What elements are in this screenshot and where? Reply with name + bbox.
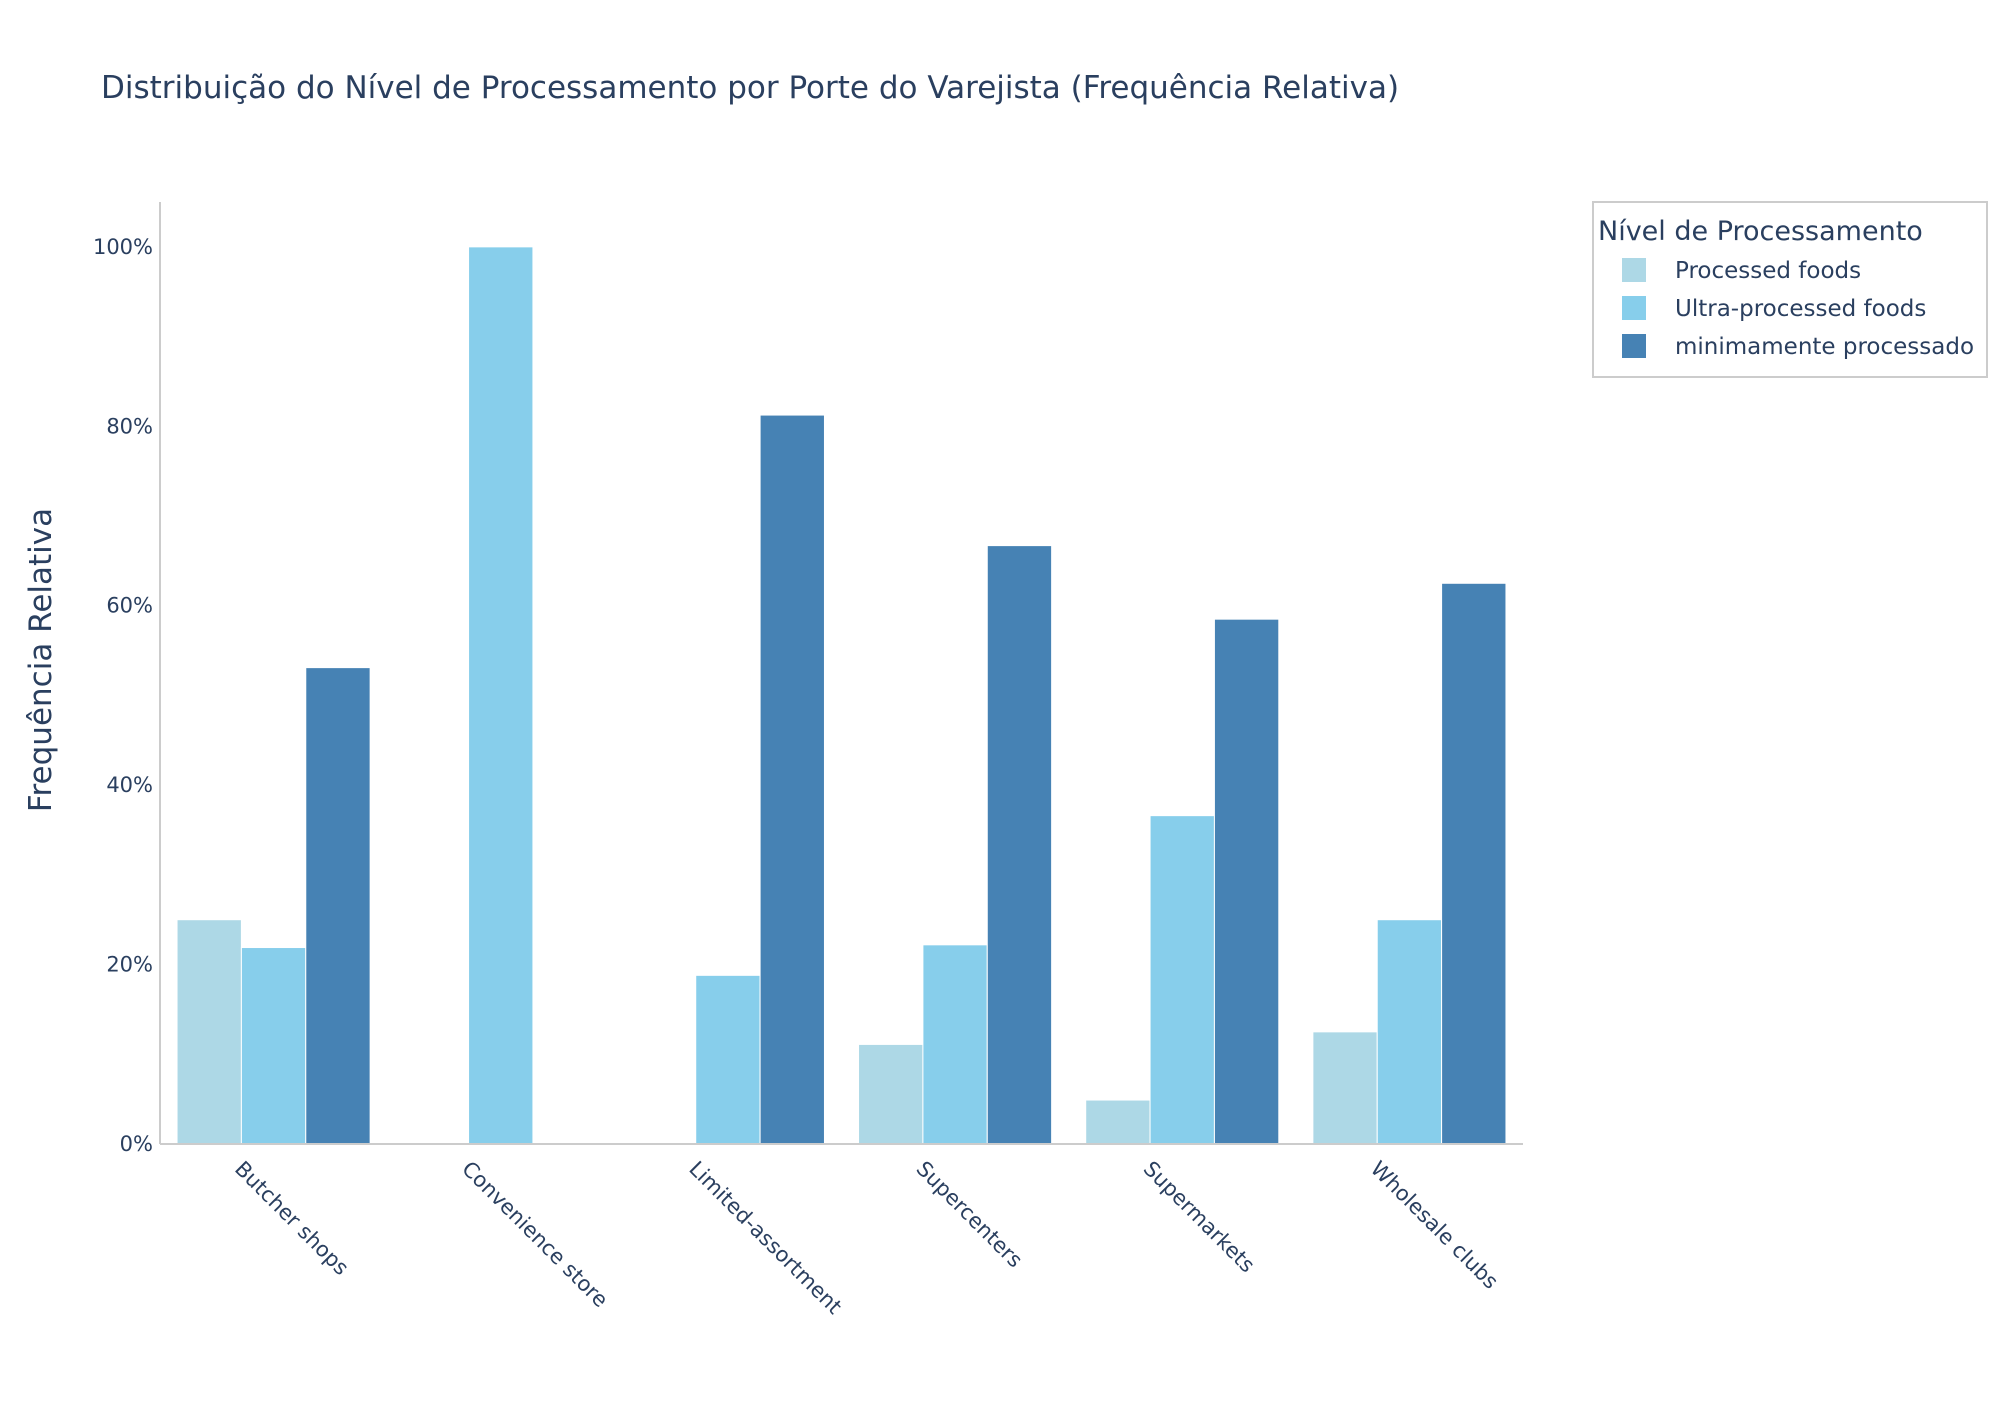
legend-item-label: Processed foods: [1675, 258, 1861, 284]
y-axis-title: Frequência Relativa: [23, 508, 59, 812]
y-tick-label: 100%: [93, 235, 153, 259]
bar: [176, 919, 242, 1145]
y-tick-label: 20%: [106, 953, 153, 977]
bar: [305, 667, 371, 1145]
y-tick-label: 40%: [106, 773, 153, 797]
x-tick-label: Supermarkets: [1139, 1157, 1260, 1278]
bar: [695, 974, 761, 1145]
legend-title: Nível de Processamento: [1598, 216, 1923, 247]
legend: Nível de Processamento Processed foods Ul…: [1592, 201, 1988, 378]
x-tick-label: Wholesale clubs: [1366, 1157, 1503, 1294]
bar: [1213, 618, 1280, 1145]
x-tick-label: Butcher shops: [230, 1157, 353, 1280]
y-tick-label: 80%: [106, 414, 153, 438]
y-tick-label: 60%: [106, 594, 153, 618]
bar: [1376, 919, 1443, 1145]
legend-swatch: [1622, 258, 1646, 282]
chart-title: Distribuição do Nível de Processamento p…: [101, 70, 1399, 106]
legend-swatch: [1622, 334, 1646, 358]
x-tick-label: Supercenters: [912, 1157, 1028, 1273]
legend-item-label: Ultra-processed foods: [1675, 296, 1926, 322]
legend-items: Processed foods Ultra-processed foods mini…: [1622, 258, 1974, 360]
bar: [468, 246, 534, 1145]
plot-area: 0% 20% 40% 60% 80% 100% Butcher shops Convenien…: [93, 202, 1523, 1319]
legend-swatch: [1622, 296, 1646, 320]
bar: [1441, 582, 1507, 1145]
x-tick-label: Convenience store: [457, 1157, 612, 1312]
bar: [986, 545, 1053, 1145]
bar: [240, 947, 307, 1145]
bar: [1085, 1099, 1151, 1145]
bar: [759, 414, 825, 1145]
y-tick-label: 0%: [120, 1132, 153, 1156]
bar: [1312, 1031, 1378, 1145]
x-tick-label: Limited-assortment: [684, 1157, 846, 1319]
legend-item-label: minimamente processado: [1675, 334, 1974, 360]
bar: [858, 1043, 924, 1145]
bar: [1149, 815, 1215, 1145]
legend-box: [1592, 201, 1988, 378]
bar: [922, 944, 988, 1145]
